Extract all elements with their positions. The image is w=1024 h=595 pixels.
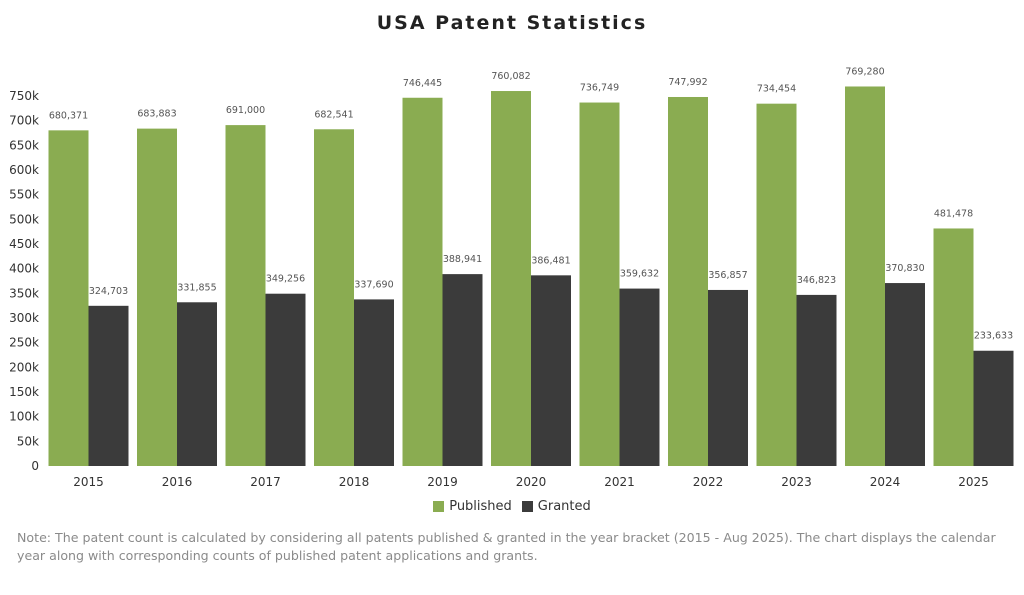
data-label: 682,541 — [314, 109, 353, 120]
x-tick-label: 2023 — [781, 475, 812, 489]
data-label: 370,830 — [885, 263, 924, 274]
y-tick-label: 200k — [9, 360, 39, 374]
legend: Published Granted — [0, 499, 1024, 514]
legend-item-published[interactable]: Published — [433, 499, 512, 514]
data-label: 734,454 — [757, 84, 796, 95]
bar-published — [137, 129, 177, 466]
data-label: 233,633 — [974, 331, 1013, 342]
data-label: 349,256 — [266, 274, 305, 285]
x-tick-label: 2017 — [250, 475, 281, 489]
x-tick-label: 2016 — [162, 475, 193, 489]
y-tick-label: 450k — [9, 237, 39, 251]
y-tick-label: 600k — [9, 163, 39, 177]
y-tick-label: 550k — [9, 188, 39, 202]
y-tick-label: 50k — [17, 434, 39, 448]
y-tick-label: 650k — [9, 138, 39, 152]
data-label: 388,941 — [443, 254, 482, 265]
y-tick-label: 500k — [9, 212, 39, 226]
legend-swatch-published — [433, 501, 444, 512]
x-tick-label: 2025 — [958, 475, 989, 489]
bar-granted — [177, 302, 217, 466]
x-tick-label: 2019 — [427, 475, 458, 489]
data-label: 324,703 — [89, 286, 128, 297]
bar-published — [491, 91, 531, 466]
x-tick-label: 2015 — [73, 475, 104, 489]
x-tick-label: 2022 — [693, 475, 724, 489]
data-label: 760,082 — [491, 71, 530, 82]
data-label: 346,823 — [797, 275, 836, 286]
legend-item-granted[interactable]: Granted — [522, 499, 591, 514]
bar-published — [757, 104, 797, 466]
y-tick-label: 300k — [9, 311, 39, 325]
data-label: 331,855 — [177, 282, 216, 293]
data-label: 386,481 — [531, 255, 570, 266]
bar-published — [49, 130, 89, 466]
bar-published — [934, 228, 974, 466]
data-label: 359,632 — [620, 269, 659, 280]
legend-swatch-granted — [522, 501, 533, 512]
x-tick-label: 2020 — [516, 475, 547, 489]
bar-granted — [531, 275, 571, 466]
data-label: 736,749 — [580, 83, 619, 94]
y-tick-label: 0 — [31, 459, 39, 473]
legend-label: Granted — [538, 499, 591, 514]
data-label: 683,883 — [137, 109, 176, 120]
bar-granted — [89, 306, 129, 466]
bar-granted — [797, 295, 837, 466]
legend-label: Published — [449, 499, 512, 514]
bar-granted — [620, 289, 660, 466]
data-label: 691,000 — [226, 105, 265, 116]
data-label: 680,371 — [49, 110, 88, 121]
bar-granted — [354, 299, 394, 466]
y-tick-label: 700k — [9, 114, 39, 128]
data-label: 481,478 — [934, 208, 973, 219]
bar-published — [845, 86, 885, 466]
y-tick-label: 350k — [9, 286, 39, 300]
y-tick-label: 150k — [9, 385, 39, 399]
data-label: 769,280 — [845, 66, 884, 77]
x-tick-label: 2024 — [870, 475, 901, 489]
bar-granted — [443, 274, 483, 466]
bar-granted — [885, 283, 925, 466]
y-tick-label: 100k — [9, 410, 39, 424]
bar-published — [403, 98, 443, 466]
bar-granted — [708, 290, 748, 466]
x-tick-label: 2021 — [604, 475, 635, 489]
bar-published — [226, 125, 266, 466]
bar-granted — [266, 294, 306, 466]
data-label: 746,445 — [403, 78, 442, 89]
data-label: 747,992 — [668, 77, 707, 88]
bar-published — [580, 103, 620, 466]
y-tick-label: 750k — [9, 89, 39, 103]
bar-published — [668, 97, 708, 466]
x-tick-label: 2018 — [339, 475, 370, 489]
data-label: 337,690 — [354, 279, 393, 290]
y-tick-label: 400k — [9, 262, 39, 276]
y-tick-label: 250k — [9, 336, 39, 350]
bar-granted — [974, 351, 1014, 466]
data-label: 356,857 — [708, 270, 747, 281]
chart-note: Note: The patent count is calculated by … — [17, 529, 1012, 565]
bar-published — [314, 129, 354, 466]
